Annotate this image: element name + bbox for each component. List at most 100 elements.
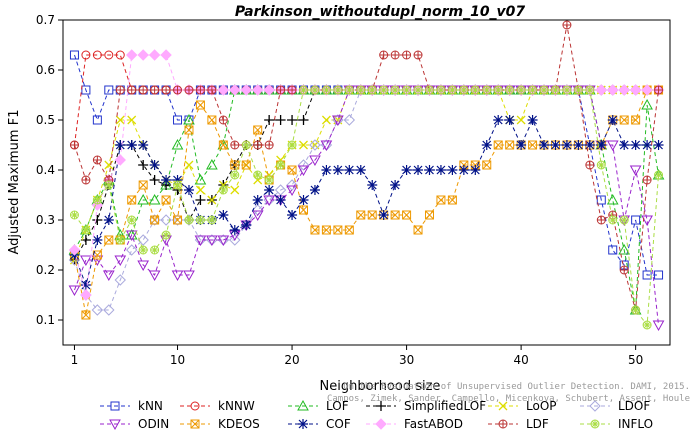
series-ldof [68,84,665,316]
data-point-kdeos [619,115,629,125]
data-point-kdeos [218,140,228,150]
series-line-ldf [74,24,659,311]
data-point-cof [390,180,401,190]
data-point-ldf [115,85,125,95]
legend-item-ldf: LDF [488,417,549,431]
data-point-inflo [654,170,664,180]
data-point-knn [104,85,114,95]
data-point-cof [149,160,160,170]
series-layer [68,20,665,332]
data-point-ldf [379,50,389,60]
legend-label: COF [326,417,351,431]
data-point-inflo [619,215,629,225]
data-point-kdeos [184,125,194,135]
data-point-knn [81,85,91,95]
data-point-cof [573,140,584,150]
data-point-inflo [390,85,400,95]
legend-marker [589,400,601,412]
data-point-inflo [470,85,480,95]
data-point-inflo [184,215,194,225]
data-point-ldf [150,85,160,95]
data-point-inflo [596,160,606,170]
data-point-fastabod [160,49,172,61]
data-point-inflo [447,85,457,95]
data-point-kdeos [447,195,457,205]
data-point-lof [206,158,218,170]
x-axis: 1 10 20 30 40 50 [71,345,643,367]
data-point-ldof [91,304,104,316]
data-point-odin [125,230,138,242]
data-point-odin [297,165,310,177]
legend-label: kNNW [218,399,255,413]
data-point-ldof [343,114,356,126]
data-point-kdeos [390,210,400,220]
data-point-cof [321,165,332,175]
data-point-kdeos [104,235,114,245]
legend-label: LOF [326,399,349,413]
data-point-inflo [631,305,641,315]
data-point-loop [516,115,526,125]
data-point-ldof [229,234,241,246]
data-point-inflo [287,140,297,150]
data-point-odin [137,260,150,272]
data-point-cof [642,140,653,150]
data-point-cof [183,185,194,195]
data-point-ldf [184,85,194,95]
data-point-kdeos [493,140,503,150]
data-point-inflo [321,85,331,95]
series-line-lof [74,89,659,311]
data-point-loop [230,185,240,195]
data-point-inflo [482,85,492,95]
data-point-kdeos [321,225,331,235]
data-point-ldf [218,115,228,125]
data-point-fastabod [114,154,126,166]
series-ldf [69,20,664,315]
data-point-cof [126,140,137,150]
data-point-odin [171,270,184,282]
data-point-odin [309,155,321,167]
plot-area [62,19,671,346]
data-point-knnw [115,50,125,60]
data-point-kdeos [631,115,641,125]
legend-item-loop: LoOP [488,399,557,413]
legend-marker [109,419,121,431]
data-point-kdeos [127,195,137,205]
data-point-ldf [195,85,205,95]
data-point-inflo [333,85,343,95]
data-point-fastabod [251,84,264,96]
data-point-kdeos [207,115,217,125]
data-point-cof [378,210,389,220]
data-point-odin [606,140,619,152]
data-point-cof [229,225,240,235]
data-point-loop [299,140,308,150]
data-point-odin [263,195,276,207]
legend-item-cof: COF [288,417,351,431]
data-point-ldof [286,179,298,191]
data-point-cof [481,140,492,150]
x-tick-label: 30 [399,353,414,367]
data-point-ldf [585,160,595,170]
data-point-odin [332,115,344,127]
data-point-cof [504,115,515,125]
data-point-ldof [103,304,115,316]
credit-line-1: Campos, Zimek, Sander, Campello, Micenko… [327,394,690,404]
data-point-odin [629,165,642,177]
data-point-kdeos [253,125,263,135]
data-point-inflo [573,85,583,95]
data-point-cof [355,165,366,175]
data-point-kdeos [356,210,366,220]
data-point-kdeos [333,225,343,235]
data-point-cof [458,165,469,175]
data-point-knnw [92,50,102,60]
data-point-kdeos [482,160,492,170]
data-point-ldf [207,85,217,95]
series-loop [69,85,664,265]
legend-item-knn: kNN [100,399,163,413]
data-point-lof [183,113,195,125]
data-point-inflo [642,320,652,330]
data-point-inflo [379,85,389,95]
x-tick-label: 20 [284,353,299,367]
data-point-simplifiedlof [287,115,298,125]
data-point-cof [447,165,458,175]
data-point-cof [367,180,378,190]
